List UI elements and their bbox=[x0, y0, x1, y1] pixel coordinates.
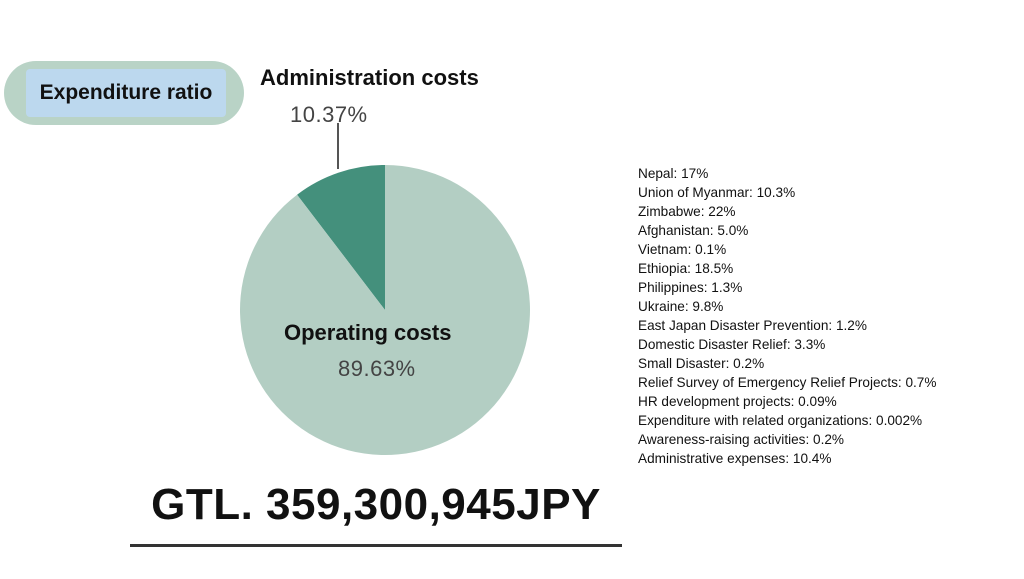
expenditure-ratio-badge: Expenditure ratio bbox=[4, 61, 244, 125]
pie-slices bbox=[239, 165, 530, 455]
breakdown-item: Nepal: 17% bbox=[638, 166, 709, 181]
total-amount: GTL. 359,300,945JPY bbox=[151, 480, 601, 529]
breakdown-item: Expenditure with related organizations: … bbox=[638, 413, 923, 428]
breakdown-item: Domestic Disaster Relief: 3.3% bbox=[638, 337, 826, 352]
breakdown-item: Administrative expenses: 10.4% bbox=[638, 451, 832, 466]
breakdown-item: East Japan Disaster Prevention: 1.2% bbox=[638, 318, 867, 333]
breakdown-item: Ethiopia: 18.5% bbox=[638, 261, 734, 276]
breakdown-item: Philippines: 1.3% bbox=[638, 280, 743, 295]
breakdown-item: Ukraine: 9.8% bbox=[638, 299, 724, 314]
slice-value-administration-costs: 10.37% bbox=[290, 102, 368, 127]
badge-label: Expenditure ratio bbox=[26, 69, 226, 117]
breakdown-item: Afghanistan: 5.0% bbox=[638, 223, 749, 238]
breakdown-item: HR development projects: 0.09% bbox=[638, 394, 837, 409]
pie-slice-administration-costs bbox=[297, 165, 385, 310]
breakdown-item: Relief Survey of Emergency Relief Projec… bbox=[638, 375, 937, 390]
leader-line bbox=[337, 123, 339, 169]
breakdown-item: Vietnam: 0.1% bbox=[638, 242, 727, 257]
pie-slice-operating-costs bbox=[239, 165, 530, 455]
slice-label-administration-costs: Administration costs bbox=[260, 65, 479, 90]
expenditure-breakdown-list: Nepal: 17% Union of Myanmar: 10.3% Zimba… bbox=[638, 164, 936, 468]
total-underline bbox=[130, 544, 622, 547]
breakdown-item: Zimbabwe: 22% bbox=[638, 204, 736, 219]
slice-label-operating-costs: Operating costs bbox=[284, 320, 452, 345]
breakdown-item: Awareness-raising activities: 0.2% bbox=[638, 432, 845, 447]
breakdown-item: Small Disaster: 0.2% bbox=[638, 356, 765, 371]
breakdown-item: Union of Myanmar: 10.3% bbox=[638, 185, 796, 200]
slice-value-operating-costs: 89.63% bbox=[338, 356, 416, 381]
